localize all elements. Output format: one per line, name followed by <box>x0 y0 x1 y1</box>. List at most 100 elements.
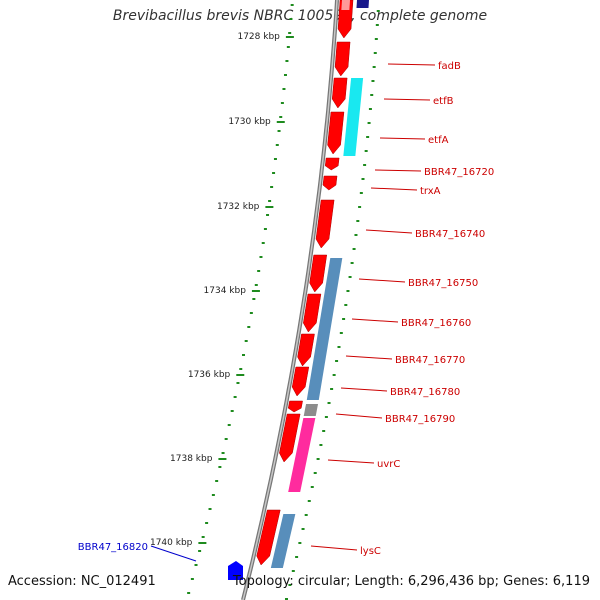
label-leader-line <box>387 63 436 66</box>
minor-tick-left <box>286 46 290 48</box>
feature-block-magenta <box>288 418 316 492</box>
gene-arrow <box>324 157 340 171</box>
tick-label: 1728 kbp <box>237 32 280 42</box>
minor-tick-right <box>367 122 371 124</box>
minor-tick-left <box>236 382 240 384</box>
minor-tick-right <box>372 66 376 68</box>
minor-tick-left <box>221 452 225 454</box>
minor-tick-right <box>301 528 305 530</box>
tick-label: 1740 kbp <box>150 538 193 548</box>
gene-label: BBR47_16790 <box>385 414 455 425</box>
minor-tick-left <box>208 508 212 510</box>
major-tick <box>236 374 245 376</box>
minor-tick-left <box>233 396 237 398</box>
genome-title: Brevibacillus brevis NBRC 100599, comple… <box>112 8 488 24</box>
feature-block-gray <box>303 404 319 416</box>
minor-tick-right <box>368 108 372 110</box>
gene-labels: fadB etfB etfA BBR47_16720 trxA BBR47_16740 BB… <box>78 61 494 562</box>
minor-tick-left <box>283 74 287 76</box>
gene-label: etfA <box>428 135 449 146</box>
tick-label: 1734 kbp <box>204 286 247 296</box>
minor-tick-right <box>370 94 374 96</box>
minor-tick-left <box>275 144 279 146</box>
minor-tick-left <box>230 410 234 412</box>
minor-tick-right <box>376 10 380 12</box>
gene-arrow <box>322 175 338 191</box>
gene-label: BBR47_16720 <box>424 167 494 178</box>
minor-tick-right <box>324 416 328 418</box>
minor-tick-left <box>242 354 246 356</box>
minor-tick-right <box>339 332 343 334</box>
minor-tick-right <box>337 346 341 348</box>
gene-label: BBR47_16750 <box>408 278 478 289</box>
gene-arrow <box>334 41 351 77</box>
minor-tick-left <box>205 522 209 524</box>
minor-tick-right <box>307 500 311 502</box>
gene-label: lysC <box>360 546 381 557</box>
minor-tick-right <box>335 360 339 362</box>
gene-arrow <box>309 254 328 293</box>
minor-tick-right <box>350 262 354 264</box>
minor-tick-right <box>373 52 377 54</box>
label-leader-line <box>370 187 418 191</box>
minor-tick-left <box>279 116 283 118</box>
minor-tick-right <box>366 136 370 138</box>
gene-arrow <box>327 111 345 155</box>
minor-tick-left <box>270 186 274 188</box>
minor-tick-left <box>290 4 294 6</box>
gene-arrow <box>297 333 315 367</box>
minor-tick-right <box>356 220 360 222</box>
label-leader-line <box>383 98 431 101</box>
gene-label: fadB <box>438 61 461 72</box>
minor-tick-right <box>319 444 323 446</box>
minor-tick-left <box>239 368 243 370</box>
feature-block-pink <box>341 0 350 10</box>
minor-tick-right <box>322 430 326 432</box>
label-leader-line <box>358 278 406 283</box>
minor-tick-right <box>295 556 299 558</box>
gene-label: uvrC <box>377 459 400 470</box>
minor-tick-left <box>282 88 286 90</box>
feature-block-steelblue <box>270 514 296 568</box>
minor-tick-left <box>211 494 215 496</box>
minor-tick-right <box>298 542 302 544</box>
label-leader-line <box>327 459 375 464</box>
major-tick <box>218 458 227 460</box>
label-leader-line <box>335 413 383 419</box>
minor-tick-left <box>280 102 284 104</box>
minor-tick-right <box>291 570 295 572</box>
backbone-highlight <box>242 0 338 600</box>
gene-arrow-blue <box>228 561 243 580</box>
minor-tick-left <box>244 340 248 342</box>
gene-arrow <box>279 413 301 463</box>
label-leader-line <box>310 545 358 551</box>
label-leader-line <box>340 387 388 392</box>
gene-features <box>228 0 369 580</box>
gene-arrow <box>291 366 310 397</box>
gene-arrow <box>315 199 335 249</box>
tick-label: 1738 kbp <box>170 454 213 464</box>
minor-tick-left <box>285 60 289 62</box>
minor-tick-right <box>288 584 292 586</box>
minor-tick-right <box>342 318 346 320</box>
minor-tick-left <box>249 312 253 314</box>
minor-tick-left <box>277 130 281 132</box>
minor-tick-left <box>198 550 202 552</box>
minor-tick-left <box>263 228 267 230</box>
minor-tick-right <box>332 374 336 376</box>
minor-tick-left <box>257 270 261 272</box>
minor-tick-left <box>215 480 219 482</box>
gene-arrow <box>331 77 348 109</box>
gene-arrow <box>256 509 281 566</box>
minor-tick-left <box>252 298 256 300</box>
minor-tick-right <box>346 290 350 292</box>
major-tick <box>251 290 260 292</box>
minor-tick-right <box>304 514 308 516</box>
minor-tick-left <box>190 578 194 580</box>
accession-text: Accession: NC_012491 <box>8 574 156 589</box>
minor-tick-right <box>361 178 365 180</box>
minor-tick-right <box>354 234 358 236</box>
gene-label: BBR47_16760 <box>401 318 471 329</box>
minor-tick-right <box>327 402 331 404</box>
